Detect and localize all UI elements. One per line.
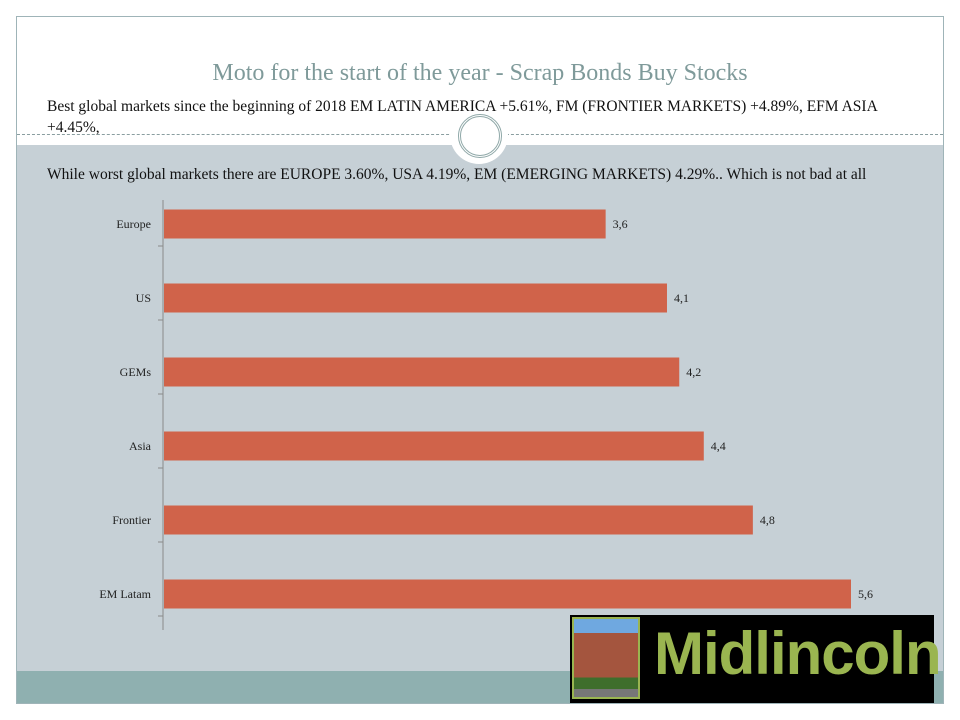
category-label: EM Latam [99, 587, 151, 601]
category-label: US [136, 291, 151, 305]
bar-asia [164, 431, 704, 461]
data-label: 4,8 [760, 513, 775, 527]
data-label: 4,2 [686, 365, 701, 379]
data-label: 3,6 [613, 217, 628, 231]
bar-us [164, 283, 667, 313]
data-label: 4,1 [674, 291, 689, 305]
slide-frame [16, 16, 944, 704]
best-markets-text: Best global markets since the beginning … [47, 98, 877, 136]
bar-frontier [164, 505, 753, 535]
slide-title: Moto for the start of the year - Scrap B… [212, 60, 748, 86]
bar-gems [164, 357, 680, 387]
bar-europe [164, 209, 606, 239]
category-label: Europe [116, 217, 151, 231]
building-photo [572, 617, 640, 699]
logo-text: Midlincoln [654, 620, 942, 687]
data-label: 4,4 [711, 439, 726, 453]
category-label: GEMs [120, 365, 152, 379]
data-label: 5,6 [858, 587, 873, 601]
category-label: Asia [129, 439, 152, 453]
midlincoln-logo: Midlincoln [570, 615, 942, 703]
divider-circle-ornament [450, 106, 508, 164]
worst-markets-text: While worst global markets there are EUR… [47, 166, 867, 183]
bar-em-latam [164, 579, 851, 609]
category-label: Frontier [112, 513, 151, 527]
